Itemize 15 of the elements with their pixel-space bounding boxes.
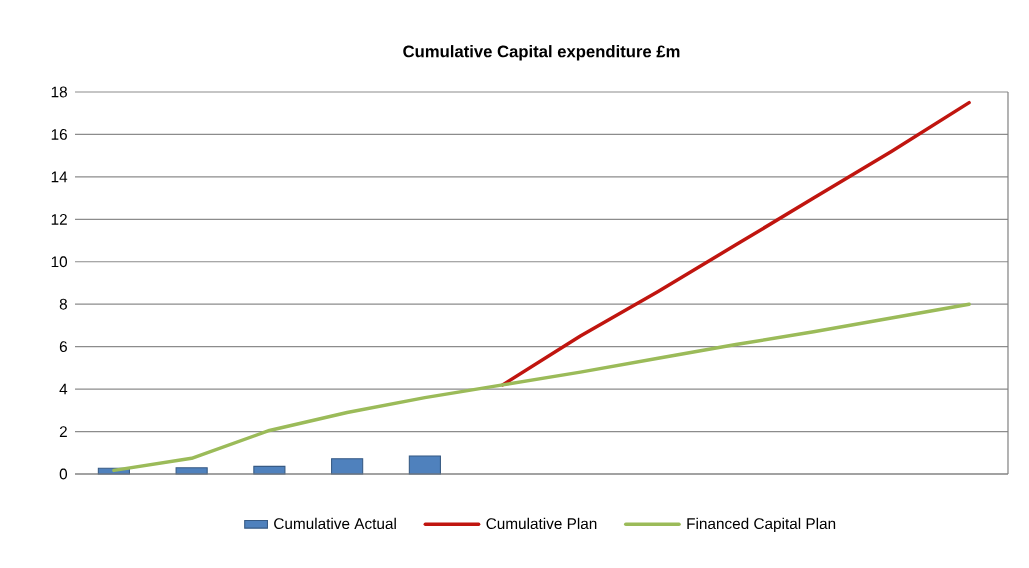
line-series bbox=[112, 302, 971, 473]
y-tick-label: 10 bbox=[51, 256, 68, 268]
chart-title: Cumulative Capital expenditure £m bbox=[403, 45, 680, 61]
y-tick-label: 14 bbox=[51, 171, 68, 183]
y-tick-label: 16 bbox=[51, 129, 67, 140]
y-tick-label: 2 bbox=[59, 426, 67, 437]
y-tick-label: 0 bbox=[59, 468, 68, 480]
legend-label: Cumulative Plan bbox=[486, 517, 597, 530]
legend-label: Financed Capital Plan bbox=[687, 517, 836, 533]
y-tick-label: 18 bbox=[51, 86, 67, 98]
y-tick-label: 4 bbox=[59, 383, 68, 395]
legend-label: Cumulative Actual bbox=[274, 517, 396, 530]
y-tick-label: 8 bbox=[59, 298, 67, 310]
y-tick-label: 12 bbox=[51, 213, 67, 225]
y-tick-label: 6 bbox=[59, 341, 67, 353]
